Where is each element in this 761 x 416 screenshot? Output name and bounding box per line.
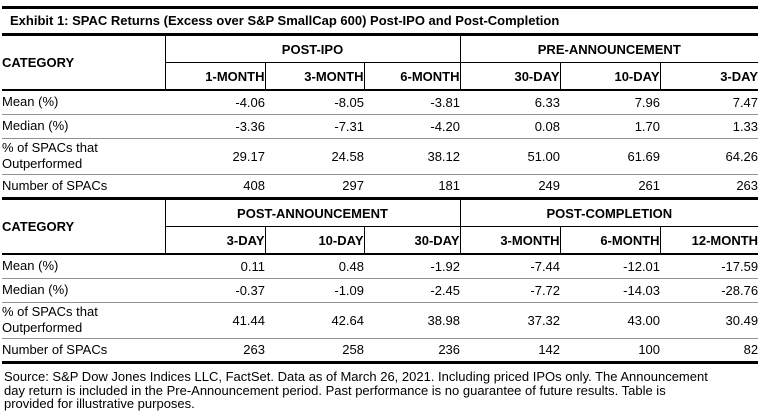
cell-value: 258 bbox=[342, 342, 364, 358]
cell-value: -7.72 bbox=[460, 278, 561, 303]
table-row: Median (%) -3.36 -7.31 -4.20 0.08 1.70 1… bbox=[2, 114, 759, 139]
cell-value: 43.00 bbox=[560, 302, 661, 339]
group-header-post-completion: POST-COMPLETION bbox=[460, 200, 759, 227]
table-section-post-ipo: CATEGORY POST-IPO PRE-ANNOUNCEMENT 1-MON… bbox=[2, 36, 759, 197]
row-label: % of SPACs that Outperformed bbox=[2, 138, 165, 175]
cell-value: 24.58 bbox=[265, 138, 364, 175]
row-label: Number of SPACs bbox=[2, 177, 108, 193]
table-section-post-completion: CATEGORY POST-ANNOUNCEMENT POST-COMPLETI… bbox=[2, 200, 759, 361]
cell-value: -0.37 bbox=[165, 278, 265, 303]
table-row: Median (%) -0.37 -1.09 -2.45 -7.72 -14.0… bbox=[2, 278, 759, 303]
column-header: 1-MONTH bbox=[165, 62, 266, 91]
cell-value: 82 bbox=[743, 342, 759, 358]
top-rule bbox=[2, 6, 758, 9]
cell-value: 0.08 bbox=[460, 114, 561, 139]
column-header: 3-MONTH bbox=[460, 226, 561, 255]
cell-value: 236 bbox=[438, 342, 461, 358]
cell-value: 249 bbox=[538, 178, 561, 194]
cell-value: 408 bbox=[243, 178, 265, 194]
cell-value: -3.36 bbox=[165, 114, 265, 139]
cell-value: 297 bbox=[342, 178, 364, 194]
row-label: Median (%) bbox=[2, 114, 165, 139]
category-header: CATEGORY bbox=[2, 36, 166, 91]
cell-value: 100 bbox=[638, 342, 661, 358]
cell-value: 0.11 bbox=[165, 254, 265, 279]
row-label: Number of SPACs bbox=[2, 341, 108, 357]
column-header: 12-MONTH bbox=[660, 226, 759, 255]
cell-value: -12.01 bbox=[560, 254, 661, 279]
cell-value: 7.47 bbox=[660, 90, 759, 115]
column-header: 3-DAY bbox=[165, 226, 266, 255]
cell-value: -7.31 bbox=[265, 114, 364, 139]
cell-value: 30.49 bbox=[660, 302, 759, 339]
group-header-post-ipo: POST-IPO bbox=[165, 36, 461, 63]
group-header-pre-announcement: PRE-ANNOUNCEMENT bbox=[460, 36, 759, 63]
cell-value: 64.26 bbox=[660, 138, 759, 175]
cell-value: 263 bbox=[736, 178, 759, 194]
column-header: 30-DAY bbox=[364, 226, 461, 255]
column-header: 10-DAY bbox=[265, 226, 365, 255]
column-header: 3-MONTH bbox=[265, 62, 365, 91]
column-header: 30-DAY bbox=[460, 62, 561, 91]
cell-value: 51.00 bbox=[460, 138, 561, 175]
row-label: Mean (%) bbox=[2, 254, 165, 279]
bottom-rule bbox=[2, 361, 758, 364]
cell-value: 0.48 bbox=[265, 254, 364, 279]
row-label: % of SPACs that Outperformed bbox=[2, 302, 165, 339]
cell-value: -14.03 bbox=[560, 278, 661, 303]
table-row: % of SPACs that Outperformed 29.17 24.58… bbox=[2, 138, 759, 175]
cell-value: -4.20 bbox=[364, 114, 461, 139]
cell-value: 38.12 bbox=[364, 138, 461, 175]
row-label: Mean (%) bbox=[2, 90, 165, 115]
column-header-row: 3-DAY 10-DAY 30-DAY 3-MONTH 6-MONTH 12-M… bbox=[2, 226, 759, 255]
cell-value: 263 bbox=[243, 342, 265, 358]
cell-value: 29.17 bbox=[165, 138, 265, 175]
table-row: % of SPACs that Outperformed 41.44 42.64… bbox=[2, 302, 759, 339]
cell-value: 37.32 bbox=[460, 302, 561, 339]
title-rule bbox=[2, 33, 758, 36]
group-header-row: CATEGORY POST-ANNOUNCEMENT POST-COMPLETI… bbox=[2, 200, 759, 255]
cell-value: 61.69 bbox=[560, 138, 661, 175]
column-header: 6-MONTH bbox=[560, 226, 661, 255]
cell-value: -4.06 bbox=[165, 90, 265, 115]
row-label: Median (%) bbox=[2, 278, 165, 303]
table-row: Number of SPACs 408 297 181 249 261 263 bbox=[2, 174, 758, 197]
table-row: Mean (%) -4.06 -8.05 -3.81 6.33 7.96 7.4… bbox=[2, 90, 759, 115]
category-header: CATEGORY bbox=[2, 200, 166, 255]
cell-value: 7.96 bbox=[560, 90, 661, 115]
cell-value: 6.33 bbox=[460, 90, 561, 115]
cell-value: 1.33 bbox=[660, 114, 759, 139]
cell-value: 181 bbox=[438, 178, 461, 194]
table-row: Mean (%) 0.11 0.48 -1.92 -7.44 -12.01 -1… bbox=[2, 254, 759, 279]
source-note: Source: S&P Dow Jones Indices LLC, FactS… bbox=[4, 369, 708, 412]
cell-value: -7.44 bbox=[460, 254, 561, 279]
column-header: 6-MONTH bbox=[364, 62, 461, 91]
cell-value: 38.98 bbox=[364, 302, 461, 339]
exhibit-title: Exhibit 1: SPAC Returns (Excess over S&P… bbox=[10, 13, 560, 28]
group-header-row: CATEGORY POST-IPO PRE-ANNOUNCEMENT bbox=[2, 36, 759, 91]
section-divider-rule bbox=[2, 197, 758, 200]
cell-value: 42.64 bbox=[265, 302, 364, 339]
cell-value: -28.76 bbox=[660, 278, 759, 303]
column-header-row: 1-MONTH 3-MONTH 6-MONTH 30-DAY 10-DAY 3-… bbox=[2, 62, 759, 91]
group-header-post-announcement: POST-ANNOUNCEMENT bbox=[165, 200, 461, 227]
cell-value: -17.59 bbox=[660, 254, 759, 279]
cell-value: -1.09 bbox=[265, 278, 364, 303]
cell-value: 41.44 bbox=[165, 302, 265, 339]
table-row: Number of SPACs 263 258 236 142 100 82 bbox=[2, 338, 758, 361]
cell-value: 1.70 bbox=[560, 114, 661, 139]
cell-value: 261 bbox=[638, 178, 661, 194]
cell-value: -3.81 bbox=[364, 90, 461, 115]
column-header: 10-DAY bbox=[560, 62, 661, 91]
cell-value: -8.05 bbox=[265, 90, 364, 115]
cell-value: -2.45 bbox=[364, 278, 461, 303]
cell-value: -1.92 bbox=[364, 254, 461, 279]
column-header: 3-DAY bbox=[660, 62, 759, 91]
cell-value: 142 bbox=[538, 342, 561, 358]
